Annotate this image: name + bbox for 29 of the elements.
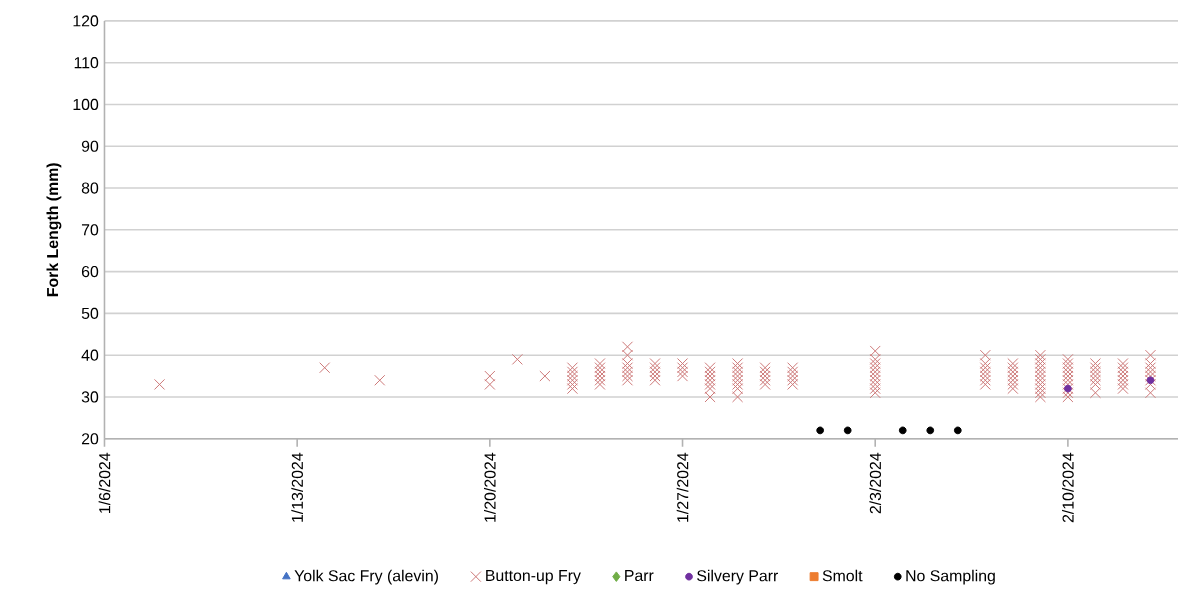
x-tick-label: 1/13/2024 xyxy=(291,452,303,522)
y-tick-label: 120 xyxy=(73,15,99,27)
x-tick-label: 2/10/2024 xyxy=(1062,452,1074,523)
legend-label: Yolk Sac Fry (alevin) xyxy=(294,569,438,585)
legend-label: No Sampling xyxy=(906,569,995,585)
y-tick-label: 90 xyxy=(81,140,99,152)
legend-label: Button-up Fry xyxy=(486,570,581,585)
point xyxy=(926,426,935,435)
x-tick-label: 1/27/2024 xyxy=(676,452,689,522)
x-tick-label: 1/6/2024 xyxy=(98,452,111,513)
y-tick-label: 100 xyxy=(73,98,99,111)
y-tick-label: 40 xyxy=(81,349,99,361)
legend-label: Smolt xyxy=(822,569,863,582)
y-tick-label: 20 xyxy=(81,433,99,445)
legend-label: Parr xyxy=(625,570,654,582)
x-tick-label: 2/3/2024 xyxy=(869,452,882,514)
y-tick-label: 50 xyxy=(81,307,99,320)
point xyxy=(953,426,962,435)
y-axis-title: Fork Length (mm) xyxy=(46,163,62,297)
y-tick-label: 80 xyxy=(81,182,99,194)
x-tick-label: 1/20/2024 xyxy=(484,452,496,522)
legend-label: Silvery Parr xyxy=(697,569,778,585)
y-tick-label: 110 xyxy=(74,57,99,69)
y-tick-label: 60 xyxy=(81,266,99,278)
point xyxy=(898,426,907,435)
point xyxy=(843,426,852,435)
y-tick-label: 30 xyxy=(81,391,99,403)
y-tick-label: 70 xyxy=(81,224,99,236)
point xyxy=(816,426,825,435)
